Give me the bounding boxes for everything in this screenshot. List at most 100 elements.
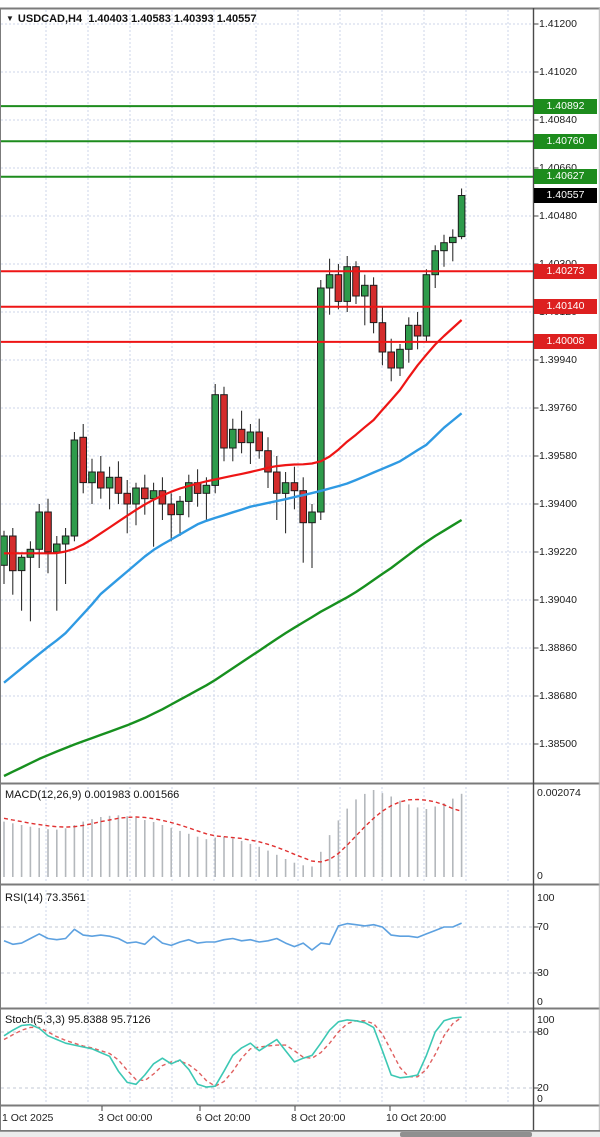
price-badge-red: 1.40273 bbox=[534, 264, 597, 279]
time-axis-label: 10 Oct 20:00 bbox=[386, 1112, 447, 1124]
ohlc-values: 1.40403 1.40583 1.40393 1.40557 bbox=[88, 13, 257, 25]
bear-candle bbox=[369, 284, 378, 324]
price-badge-red: 1.40008 bbox=[534, 334, 597, 349]
time-axis-label: 1 Oct 2025 bbox=[2, 1112, 54, 1124]
stoch-scale-label: 80 bbox=[537, 1026, 549, 1038]
rsi-scale-label: 0 bbox=[537, 996, 543, 1008]
bull-candle bbox=[405, 324, 413, 350]
time-axis-label: 8 Oct 20:00 bbox=[291, 1112, 346, 1124]
bull-candle bbox=[70, 439, 79, 537]
rsi-panel-label: RSI(14) 73.3561 bbox=[5, 892, 86, 905]
price-badge-red: 1.40140 bbox=[534, 299, 597, 314]
price-tick-label: 1.39040 bbox=[539, 594, 577, 606]
price-tick-label: 1.38860 bbox=[539, 642, 577, 654]
bull-candle bbox=[449, 236, 457, 244]
bull-candle bbox=[88, 471, 96, 484]
bull-candle bbox=[440, 242, 448, 252]
bear-candle bbox=[352, 266, 360, 297]
bull-candle bbox=[105, 476, 114, 489]
bull-candle bbox=[202, 484, 211, 494]
bear-candle bbox=[334, 274, 343, 302]
macd-scale-label: 0 bbox=[537, 870, 543, 882]
bull-candle bbox=[308, 511, 316, 524]
bull-candle bbox=[457, 195, 466, 238]
bull-candle bbox=[317, 287, 325, 513]
ma-slow-green-line bbox=[3, 518, 463, 778]
bull-candle bbox=[396, 348, 404, 369]
macd-panel-label: MACD(12,26,9) 0.001983 0.001566 bbox=[5, 789, 179, 802]
price-tick-label: 1.41200 bbox=[539, 18, 577, 30]
price-badge-green: 1.40892 bbox=[534, 99, 597, 114]
price-tick-label: 1.39940 bbox=[539, 354, 577, 366]
horizontal-scrollbar-track[interactable] bbox=[0, 1131, 600, 1137]
price-tick-label: 1.39580 bbox=[539, 450, 577, 462]
price-badge-green: 1.40627 bbox=[534, 169, 597, 184]
macd-signal-line bbox=[3, 798, 462, 863]
price-badge-black: 1.40557 bbox=[534, 188, 597, 203]
price-tick-label: 1.41020 bbox=[539, 66, 577, 78]
bear-candle bbox=[273, 471, 281, 494]
chart-title: ▼ USDCAD,H4 1.40403 1.40583 1.40393 1.405… bbox=[6, 12, 256, 26]
bear-candle bbox=[79, 436, 88, 484]
ma-fast-red-line bbox=[4, 319, 463, 555]
macd-indicator-name: MACD(12,26,9) bbox=[5, 789, 82, 801]
stoch-panel-label: Stoch(5,3,3) 95.8388 95.7126 bbox=[5, 1014, 151, 1027]
horizontal-scrollbar-thumb[interactable] bbox=[400, 1132, 532, 1137]
stoch-indicator-values: 95.8388 95.7126 bbox=[67, 1014, 151, 1026]
bull-candle bbox=[343, 266, 351, 302]
bear-candle bbox=[299, 490, 307, 524]
symbol-period-label: USDCAD,H4 bbox=[17, 13, 83, 25]
bull-candle bbox=[281, 482, 290, 494]
bull-candle bbox=[53, 543, 61, 553]
bull-candle bbox=[132, 487, 140, 505]
bear-candle bbox=[114, 476, 123, 494]
bear-candle bbox=[378, 322, 387, 353]
rsi-scale-label: 100 bbox=[537, 892, 555, 904]
price-tick-label: 1.39220 bbox=[539, 546, 577, 558]
bear-candle bbox=[255, 431, 263, 452]
price-tick-label: 1.38500 bbox=[539, 738, 577, 750]
stoch-scale-label: 100 bbox=[537, 1014, 555, 1026]
stoch-d-line bbox=[3, 1016, 463, 1087]
bear-candle bbox=[237, 428, 246, 444]
rsi-line bbox=[3, 922, 462, 951]
stoch-scale-label: 20 bbox=[537, 1082, 549, 1094]
bull-candle bbox=[229, 428, 237, 449]
bear-candle bbox=[220, 394, 228, 449]
bear-candle bbox=[97, 471, 105, 489]
bull-candle bbox=[35, 511, 44, 550]
bear-candle bbox=[167, 503, 175, 516]
stoch-scale-label: 0 bbox=[537, 1093, 543, 1105]
bull-candle bbox=[431, 250, 439, 276]
bull-candle bbox=[17, 556, 26, 572]
bull-candle bbox=[325, 274, 334, 289]
time-axis-label: 3 Oct 00:00 bbox=[98, 1112, 153, 1124]
rsi-scale-label: 30 bbox=[537, 967, 549, 979]
bull-candle bbox=[361, 284, 369, 297]
price-tick-label: 1.39400 bbox=[539, 498, 577, 510]
rsi-scale-label: 70 bbox=[537, 921, 549, 933]
rsi-indicator-values: 73.3561 bbox=[45, 892, 86, 904]
symbol-dropdown-icon[interactable]: ▼ bbox=[6, 14, 14, 23]
stoch-indicator-name: Stoch(5,3,3) bbox=[5, 1014, 65, 1026]
price-tick-label: 1.40840 bbox=[539, 114, 577, 126]
bear-candle bbox=[290, 482, 299, 492]
bear-candle bbox=[123, 492, 132, 505]
bull-candle bbox=[211, 394, 219, 486]
bear-candle bbox=[264, 450, 272, 473]
price-tick-label: 1.38680 bbox=[539, 690, 577, 702]
bull-candle bbox=[176, 500, 184, 516]
time-axis-label: 6 Oct 20:00 bbox=[196, 1112, 251, 1124]
ma-mid-blue-line bbox=[3, 412, 463, 684]
macd-indicator-values: 0.001983 0.001566 bbox=[84, 789, 180, 801]
bull-candle bbox=[246, 431, 255, 444]
bull-candle bbox=[61, 535, 70, 545]
bear-candle bbox=[387, 351, 395, 369]
bear-candle bbox=[44, 511, 52, 553]
price-tick-label: 1.40480 bbox=[539, 210, 577, 222]
bull-candle bbox=[422, 274, 431, 337]
macd-scale-label: 0.002074 bbox=[537, 787, 581, 799]
bull-candle bbox=[185, 482, 193, 502]
